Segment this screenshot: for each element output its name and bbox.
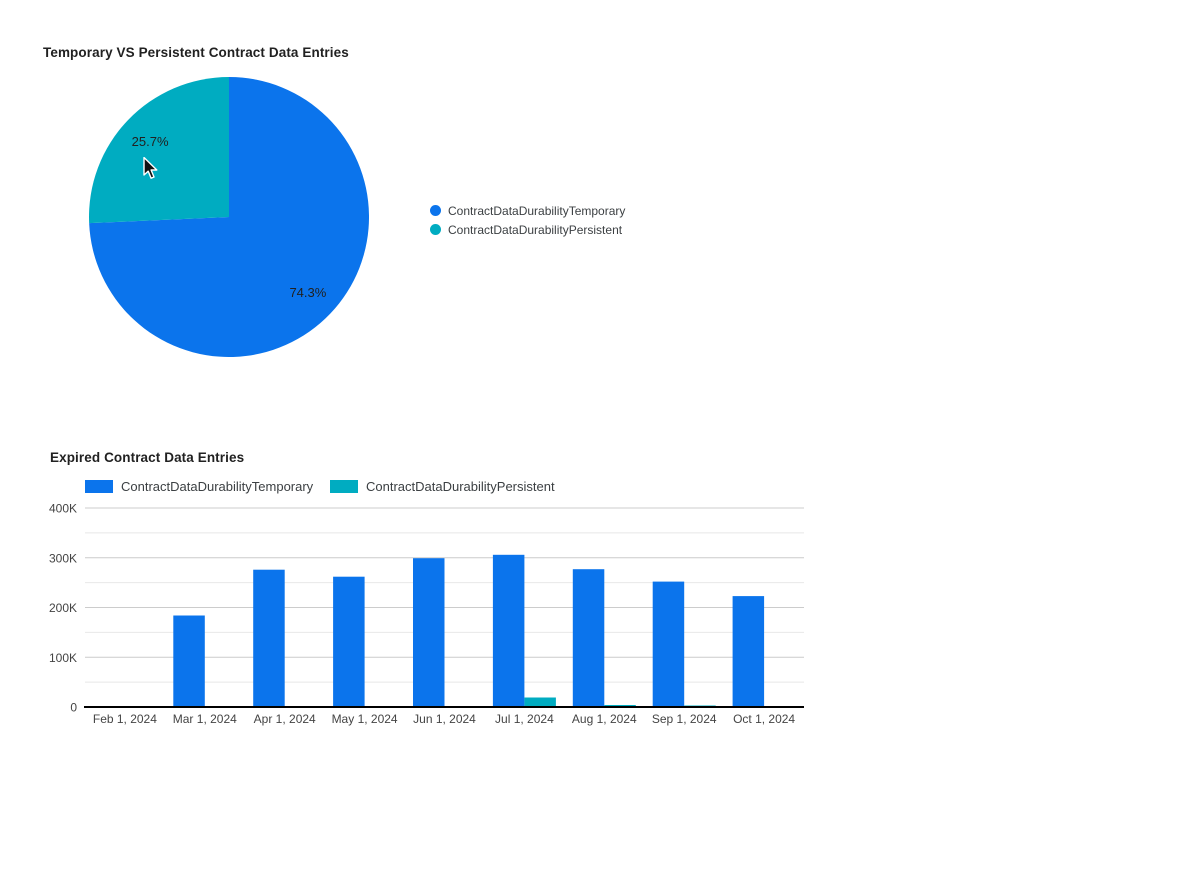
bar-temporary-3[interactable] (333, 576, 365, 707)
bar-temporary-8[interactable] (732, 596, 765, 707)
y-axis-tick-label: 300K (49, 551, 77, 565)
bar-chart-title: Expired Contract Data Entries (50, 450, 245, 465)
pie-slice-0[interactable] (89, 77, 369, 357)
pie-chart-title: Temporary VS Persistent Contract Data En… (43, 45, 349, 60)
bar-persistent-5[interactable] (524, 697, 556, 708)
pie-chart: 74.3% 25.7% (89, 77, 369, 357)
pie-legend-label-temporary: ContractDataDurabilityTemporary (448, 203, 626, 218)
pie-slice-1[interactable] (89, 77, 229, 224)
y-axis-tick-label: 400K (49, 502, 77, 516)
pie-slice-label-1: 25.7% (132, 134, 169, 149)
bar-legend-item-persistent: ContractDataDurabilityPersistent (330, 478, 555, 494)
x-axis-tick-label: Sep 1, 2024 (652, 712, 717, 726)
bar-temporary-2[interactable] (253, 569, 285, 707)
pie-legend: ContractDataDurabilityTemporary Contract… (430, 201, 625, 239)
bar-legend-item-temporary: ContractDataDurabilityTemporary (85, 478, 314, 494)
x-axis-tick-label: Feb 1, 2024 (93, 712, 157, 726)
bar-temporary-4[interactable] (413, 558, 445, 707)
bar-temporary-1[interactable] (173, 615, 205, 708)
pie-legend-item-persistent: ContractDataDurabilityPersistent (430, 220, 625, 239)
legend-dot-temporary-icon (430, 205, 441, 216)
bar-temporary-5[interactable] (492, 554, 525, 707)
x-axis-tick-label: Aug 1, 2024 (572, 712, 637, 726)
x-axis-tick-label: Jul 1, 2024 (495, 712, 554, 726)
pie-legend-label-persistent: ContractDataDurabilityPersistent (448, 222, 623, 237)
y-axis-tick-label: 100K (49, 651, 77, 665)
y-axis-tick-label: 0 (70, 701, 77, 715)
legend-swatch-temporary-icon (85, 479, 113, 493)
x-axis-tick-label: Apr 1, 2024 (254, 712, 316, 726)
x-axis-tick-label: Oct 1, 2024 (733, 712, 795, 726)
y-axis-tick-label: 200K (49, 601, 77, 615)
bar-legend-label-persistent: ContractDataDurabilityPersistent (366, 478, 555, 494)
bar-chart: 0 100K 200K 300K 400K Feb 1, 2024 Mar 1, 2024 A… (49, 502, 804, 726)
x-axis-tick-label: Mar 1, 2024 (173, 712, 237, 726)
legend-swatch-persistent-icon (330, 479, 358, 493)
pie-slice-label-0: 74.3% (289, 285, 326, 300)
bar-temporary-6[interactable] (572, 569, 605, 707)
bar-temporary-7[interactable] (652, 581, 685, 707)
legend-dot-persistent-icon (430, 224, 441, 235)
pie-legend-item-temporary: ContractDataDurabilityTemporary (430, 201, 625, 220)
bar-legend-label-temporary: ContractDataDurabilityTemporary (121, 478, 314, 494)
x-axis-tick-label: May 1, 2024 (332, 712, 398, 726)
x-axis-tick-label: Jun 1, 2024 (413, 712, 476, 726)
